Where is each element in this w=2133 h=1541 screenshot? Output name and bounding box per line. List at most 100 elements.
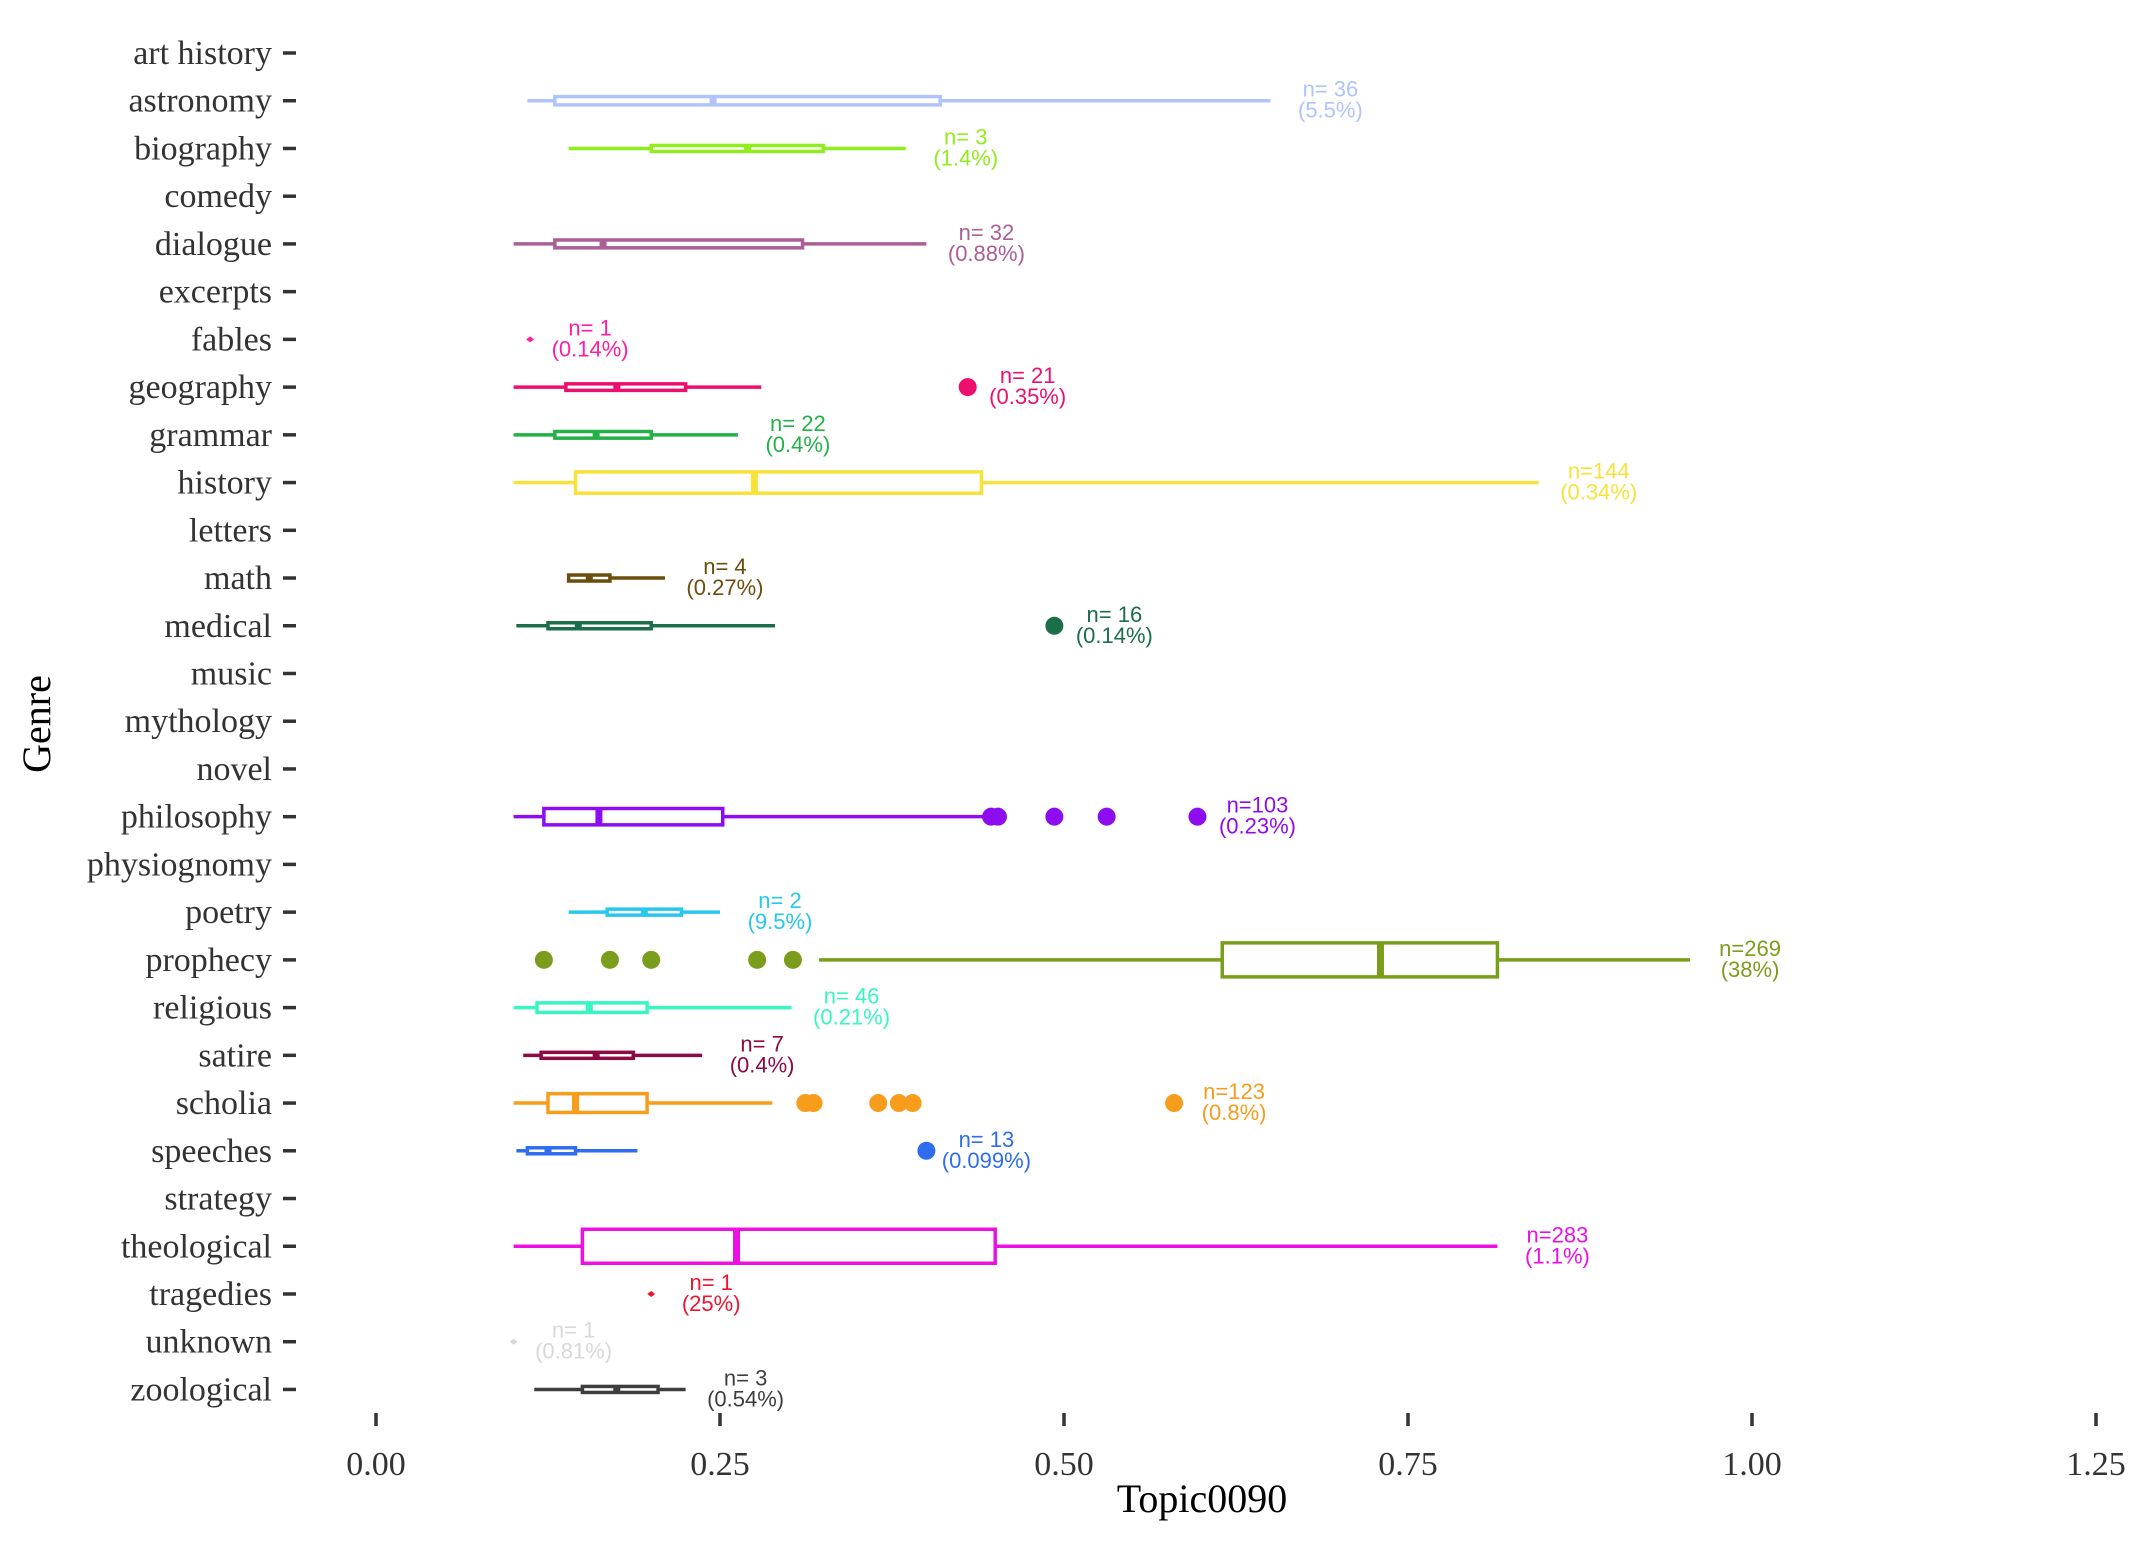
box-poetry: n= 2(9.5%) — [568, 888, 813, 934]
count-label: n= 1 — [568, 315, 611, 340]
box-iqr — [553, 429, 653, 440]
box-dialogue: n= 32(0.88%) — [513, 220, 1025, 266]
count-label: n= 4 — [703, 554, 746, 579]
outlier-point — [1188, 807, 1207, 826]
x-tick-label: 0.50 — [1034, 1446, 1094, 1483]
box-iqr — [546, 1091, 649, 1115]
y-tick-label: medical — [164, 608, 272, 645]
box-history: n=144(0.34%) — [513, 459, 1637, 505]
box-astronomy: n= 36(5.5%) — [527, 77, 1363, 123]
count-label: n= 36 — [1303, 77, 1359, 102]
y-tick-label: physiognomy — [87, 846, 272, 883]
count-label: n= 1 — [552, 1318, 595, 1343]
y-tick-label: astronomy — [128, 83, 272, 120]
count-label: n= 1 — [689, 1270, 732, 1295]
outlier-point — [1165, 1094, 1184, 1113]
y-tick-label: music — [191, 655, 272, 692]
box-iqr — [553, 238, 805, 250]
y-tick-label: fables — [191, 321, 272, 358]
y-tick-label: theological — [121, 1228, 272, 1265]
box-zoological: n= 3(0.54%) — [534, 1365, 784, 1411]
count-label: n=144 — [1568, 459, 1630, 484]
count-label: n= 32 — [959, 220, 1015, 245]
percent-label: (0.21%) — [813, 1005, 890, 1030]
box-scholia: n=123(0.8%) — [513, 1079, 1267, 1125]
box-medical: n= 16(0.14%) — [516, 602, 1153, 648]
y-axis-title: Genre — [14, 675, 59, 773]
outlier-point — [1097, 807, 1116, 826]
outlier-point — [804, 1094, 823, 1113]
x-tick-label: 0.00 — [346, 1446, 406, 1483]
percent-label: (1.4%) — [933, 145, 998, 170]
percent-label: (0.099%) — [942, 1148, 1031, 1173]
x-tick-label: 0.25 — [690, 1446, 750, 1483]
y-tick-label: grammar — [149, 417, 272, 454]
outlier-point — [903, 1094, 922, 1113]
box-iqr — [553, 94, 942, 107]
box-satire: n= 7(0.4%) — [523, 1031, 795, 1077]
plot-area: n= 36(5.5%)n= 3(1.4%)n= 32(0.88%)n= 1(0.… — [509, 77, 1781, 1411]
y-tick-label: geography — [128, 369, 272, 406]
y-tick-label: scholia — [176, 1085, 272, 1122]
y-tick-label: unknown — [145, 1324, 272, 1361]
y-tick-label: poetry — [185, 894, 272, 931]
percent-label: (9.5%) — [748, 909, 813, 934]
y-tick-label: speeches — [151, 1133, 272, 1170]
outlier-point — [869, 1094, 888, 1113]
y-tick-label: letters — [189, 512, 272, 549]
outlier-point — [534, 950, 553, 969]
percent-label: (0.4%) — [765, 432, 830, 457]
percent-label: (0.23%) — [1219, 814, 1296, 839]
x-axis: 0.00 0.25 0.50 0.75 1.00 1.25 — [346, 1413, 2126, 1483]
box-geography: n= 21(0.35%) — [513, 363, 1066, 409]
percent-label: (38%) — [1721, 957, 1780, 982]
count-label: n=269 — [1719, 936, 1781, 961]
outlier-point — [917, 1141, 936, 1160]
box-iqr — [649, 143, 825, 154]
y-tick-label: art history — [133, 35, 272, 72]
box-biography: n= 3(1.4%) — [568, 124, 998, 170]
x-axis-title: Topic0090 — [1117, 1476, 1288, 1521]
percent-label: (0.34%) — [1560, 480, 1637, 505]
y-tick-label: prophecy — [145, 942, 272, 979]
count-label: n= 13 — [959, 1127, 1015, 1152]
y-tick-label: zoological — [130, 1371, 272, 1408]
y-axis: art history astronomy biography comedy dialo… — [87, 35, 296, 1408]
box-iqr — [539, 1050, 636, 1061]
box-tragedies: n= 1(25%) — [647, 1270, 741, 1316]
box-religious: n= 46(0.21%) — [513, 984, 890, 1030]
outlier-point — [748, 950, 767, 969]
y-tick-label: novel — [196, 751, 272, 788]
percent-label: (0.8%) — [1202, 1100, 1267, 1125]
count-label: n= 22 — [770, 411, 826, 436]
box-iqr — [1220, 941, 1500, 979]
box-iqr — [564, 382, 688, 393]
box-iqr — [546, 621, 653, 631]
count-label: n= 3 — [724, 1365, 767, 1390]
percent-label: (5.5%) — [1298, 98, 1363, 123]
count-label: n=103 — [1227, 793, 1289, 818]
y-tick-label: satire — [198, 1037, 272, 1074]
y-tick-label: dialogue — [155, 226, 272, 263]
y-tick-label: excerpts — [159, 274, 272, 311]
box-point — [526, 336, 535, 343]
box-iqr — [542, 806, 725, 827]
count-label: n= 2 — [758, 888, 801, 913]
y-tick-label: mythology — [125, 703, 272, 740]
count-label: n= 46 — [824, 984, 880, 1009]
percent-label: (0.81%) — [535, 1339, 612, 1364]
percent-label: (25%) — [682, 1291, 741, 1316]
y-tick-label: religious — [153, 990, 272, 1027]
x-tick-label: 1.00 — [1722, 1446, 1782, 1483]
outlier-point — [988, 807, 1007, 826]
x-tick-label: 1.25 — [2066, 1446, 2126, 1483]
y-tick-label: philosophy — [121, 799, 272, 836]
outlier-point — [642, 950, 661, 969]
outlier-point — [1045, 807, 1064, 826]
percent-label: (1.1%) — [1525, 1243, 1590, 1268]
outlier-point — [1045, 616, 1064, 635]
y-tick-label: biography — [134, 130, 272, 167]
box-philosophy: n=103(0.23%) — [513, 793, 1296, 839]
box-grammar: n= 22(0.4%) — [513, 411, 830, 457]
y-tick-label: strategy — [164, 1181, 272, 1218]
